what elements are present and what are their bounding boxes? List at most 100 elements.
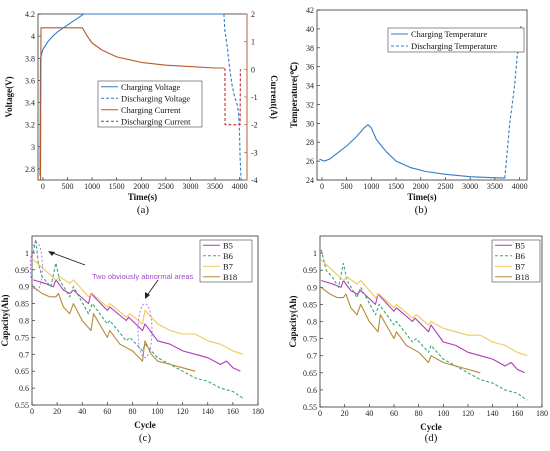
x-tick-label: 60 bbox=[103, 407, 111, 416]
series-line-b5 bbox=[321, 279, 525, 374]
y-tick-label: 3.8 bbox=[25, 54, 35, 63]
y-tick-label: 36 bbox=[306, 63, 314, 72]
series-line-discharging-current bbox=[224, 67, 241, 126]
x-tick-label: 2000 bbox=[413, 182, 429, 191]
legend-label: Charging Temperature bbox=[411, 29, 488, 39]
x-tick-label: 140 bbox=[487, 409, 499, 418]
series-line-b6 bbox=[32, 238, 244, 399]
x-tick-label: 40 bbox=[365, 409, 373, 418]
y2-tick-label: -2 bbox=[251, 121, 258, 130]
y-tick-label: 0.7 bbox=[307, 352, 317, 361]
series-line-discharging-voltage bbox=[223, 13, 242, 181]
legend-label: Charging Voltage bbox=[121, 82, 180, 92]
x-tick-label: 2500 bbox=[158, 182, 174, 191]
legend-label: Discharging Voltage bbox=[121, 93, 190, 103]
y-tick-label: 0.95 bbox=[303, 266, 317, 275]
y-tick-label: 3.4 bbox=[25, 99, 35, 108]
chart-panel-a: 0 500 1000 1500 2000 2500 3000 3500 4000 2.8 3 3.2 3… bbox=[4, 10, 279, 202]
y-tick-label: 28 bbox=[306, 138, 314, 147]
legend-label: B7 bbox=[223, 261, 233, 271]
x-tick-label: 4000 bbox=[232, 182, 248, 191]
y-tick-label: 38 bbox=[306, 44, 314, 53]
x-tick-label: 3500 bbox=[487, 182, 503, 191]
x-tick-label: 180 bbox=[252, 407, 264, 416]
x-tick-label: 180 bbox=[536, 409, 548, 418]
y-tick-label: 24 bbox=[306, 176, 314, 185]
annotation-arrow bbox=[49, 251, 86, 266]
y2-tick-label: -3 bbox=[251, 148, 258, 157]
legend-label: Charging Current bbox=[121, 105, 181, 115]
legend-label: B5 bbox=[515, 240, 525, 250]
y-axis-label: Capacity(Ah) bbox=[0, 295, 10, 347]
x-tick-label: 3500 bbox=[207, 182, 223, 191]
series-line-b18 bbox=[320, 286, 481, 374]
y-tick-label: 1 bbox=[313, 249, 317, 258]
x-tick-label: 100 bbox=[437, 409, 449, 418]
legend-label: B18 bbox=[515, 272, 529, 282]
legend-box bbox=[199, 239, 253, 283]
x-tick-label: 160 bbox=[511, 409, 523, 418]
arrow-head bbox=[48, 251, 55, 256]
chart-panel-b: 0 500 1000 1500 2000 2500 3000 3500 4000 24 26 28 30… bbox=[289, 6, 528, 202]
legend-label: B6 bbox=[515, 251, 525, 261]
y2-tick-label: 2 bbox=[251, 10, 255, 19]
x-tick-label: 120 bbox=[177, 407, 189, 416]
x-tick-label: 80 bbox=[128, 407, 136, 416]
y-tick-label: 4 bbox=[31, 32, 35, 41]
y-tick-label: 0.85 bbox=[15, 300, 29, 309]
legend-label: B5 bbox=[223, 240, 233, 250]
x-axis-label: Cycle bbox=[420, 422, 442, 432]
y-tick-label: 0.55 bbox=[303, 403, 317, 412]
y-tick-label: 1 bbox=[25, 249, 29, 258]
legend-label: B18 bbox=[223, 272, 237, 282]
legend-box bbox=[387, 27, 525, 53]
y-tick-label: 2.8 bbox=[25, 165, 35, 174]
panel-label: (d) bbox=[425, 432, 438, 444]
y-tick-label: 34 bbox=[306, 82, 314, 91]
x-tick-label: 500 bbox=[62, 182, 74, 191]
y-tick-label: 42 bbox=[306, 6, 314, 15]
x-tick-label: 20 bbox=[341, 409, 349, 418]
legend-box bbox=[97, 80, 203, 128]
series-line-b18 bbox=[32, 286, 196, 372]
y-axis-label: Capacity(Ah) bbox=[288, 296, 298, 348]
x-tick-label: 0 bbox=[30, 407, 34, 416]
x-tick-label: 3000 bbox=[462, 182, 478, 191]
axes-frame bbox=[316, 9, 528, 181]
y-tick-label: 3.2 bbox=[25, 121, 35, 130]
x-tick-label: 0 bbox=[318, 409, 322, 418]
abnormal-area-ellipse bbox=[29, 241, 43, 291]
y-tick-label: 0.8 bbox=[19, 317, 29, 326]
y-tick-label: 4.2 bbox=[25, 10, 35, 19]
y2-tick-label: 0 bbox=[251, 65, 255, 74]
y-tick-label: 0.75 bbox=[303, 335, 317, 344]
series-line-b5 bbox=[33, 279, 241, 372]
x-tick-label: 3000 bbox=[182, 182, 198, 191]
series-line-charging-voltage bbox=[39, 13, 224, 176]
y-tick-label: 0.85 bbox=[303, 300, 317, 309]
y-tick-label: 0.65 bbox=[15, 367, 29, 376]
y-tick-label: 3 bbox=[31, 143, 35, 152]
y-tick-label: 0.6 bbox=[19, 384, 29, 393]
x-tick-label: 1500 bbox=[388, 182, 404, 191]
series-line-charging-current bbox=[39, 27, 224, 181]
series-line-b6 bbox=[320, 249, 528, 401]
x-tick-label: 500 bbox=[341, 182, 353, 191]
x-tick-label: 2000 bbox=[133, 182, 149, 191]
y2-tick-label: -4 bbox=[251, 176, 258, 185]
x-tick-label: 140 bbox=[202, 407, 214, 416]
y-tick-label: 0.6 bbox=[307, 386, 317, 395]
chart-panel-d: 0 20 40 60 80 100 120 140 160 180 0.55 0.6 0.65 0.7 0.… bbox=[288, 235, 548, 432]
legend-label: Discharging Current bbox=[121, 116, 191, 126]
y-tick-label: 0.65 bbox=[303, 369, 317, 378]
panel-label: (b) bbox=[415, 204, 428, 216]
x-tick-label: 40 bbox=[78, 407, 86, 416]
y-tick-label: 30 bbox=[306, 119, 314, 128]
y-tick-label: 26 bbox=[306, 157, 314, 166]
legend-label: B6 bbox=[223, 251, 233, 261]
series-line-charging-temperature bbox=[319, 124, 505, 179]
arrow-head bbox=[145, 292, 150, 299]
